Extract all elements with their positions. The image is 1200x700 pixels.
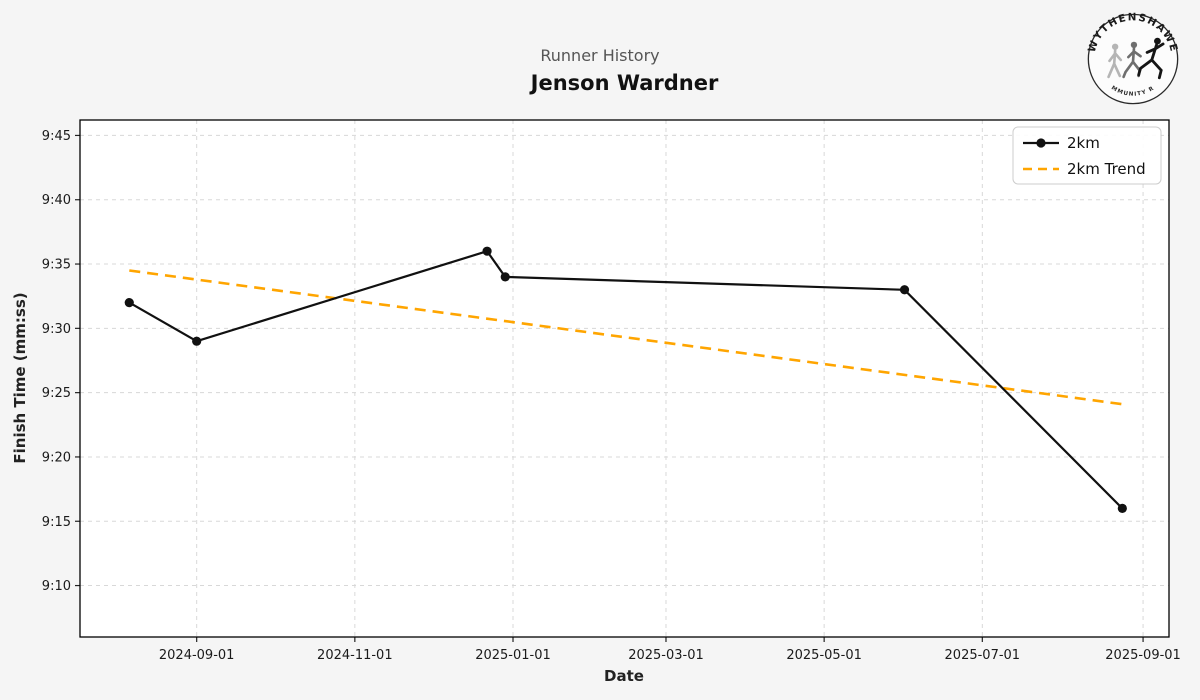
legend-marker-icon [1036, 138, 1046, 148]
x-tick-label: 2025-05-01 [786, 648, 862, 663]
x-tick-label: 2025-09-01 [1105, 648, 1181, 663]
plot-border [79, 119, 1170, 638]
series-2km-trend-line [129, 269, 1123, 406]
legend: 2km 2km Trend [1012, 126, 1162, 185]
plot-render-root: 9:45 9:40 9:35 9:30 9:25 9:20 9:15 9:10 2024-09-… [42, 119, 1181, 663]
y-tick-label: 9:10 [42, 579, 71, 594]
plot-area [80, 120, 1169, 637]
y-tick-label: 9:20 [42, 450, 71, 465]
data-point-2km [1117, 503, 1127, 513]
x-tick-label: 2025-07-01 [945, 648, 1021, 663]
gridlines [80, 120, 1169, 637]
data-point-2km [899, 285, 910, 295]
y-tick-label: 9:40 [42, 193, 71, 208]
legend-box [1012, 126, 1162, 185]
y-tick-label: 9:25 [42, 386, 71, 401]
runner-sprinting-icon [1137, 37, 1165, 80]
data-point-2km [192, 336, 202, 346]
y-axis-label: Finish Time (mm:ss) [11, 292, 29, 463]
y-tick-label: 9:45 [42, 129, 71, 144]
chart-subtitle: Runner History [540, 46, 660, 65]
x-tick-label: 2024-11-01 [317, 648, 393, 663]
community-run-logo: WYTHENSHAWE COMMUNITY RUN [1086, 12, 1179, 105]
runner-name-title: Jenson Wardner [530, 71, 719, 95]
y-tick-label: 9:30 [42, 322, 71, 337]
data-point-2km [124, 298, 134, 308]
y-tick-label: 9:35 [42, 258, 71, 273]
data-point-2km [482, 246, 492, 256]
axis-ticks [75, 134, 1144, 642]
data-point-2km [500, 272, 510, 282]
x-tick-label: 2025-03-01 [628, 648, 704, 663]
tick-labels: 9:45 9:40 9:35 9:30 9:25 9:20 9:15 9:10 2024-09-… [42, 129, 1181, 663]
runner-walking-icon [1107, 43, 1123, 79]
series-2km-line [128, 249, 1124, 510]
x-tick-label: 2024-09-01 [159, 648, 235, 663]
x-axis-label: Date [604, 667, 644, 685]
legend-label: 2km [1067, 134, 1100, 152]
x-tick-label: 2025-01-01 [475, 648, 551, 663]
legend-label: 2km Trend [1067, 160, 1146, 178]
y-tick-label: 9:15 [42, 515, 71, 530]
